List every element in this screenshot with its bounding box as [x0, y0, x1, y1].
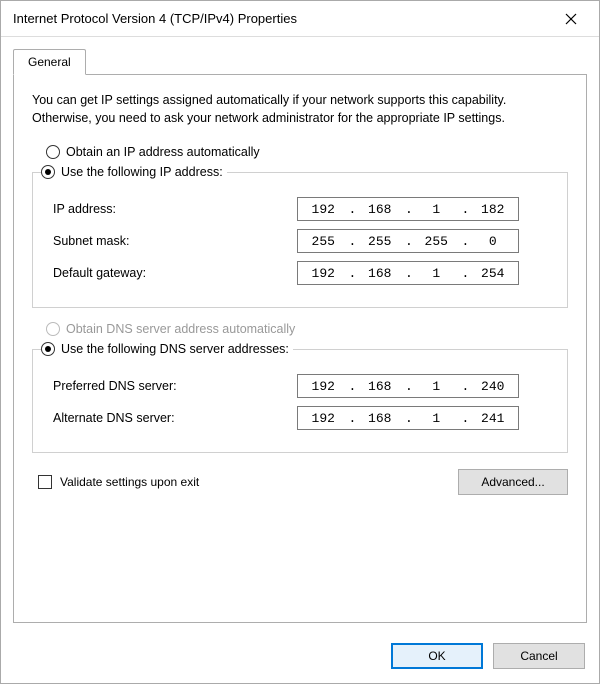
ip-octet[interactable]: 192: [298, 266, 349, 281]
label-dns-alternate: Alternate DNS server:: [47, 411, 297, 425]
radio-dns-auto: Obtain DNS server address automatically: [46, 322, 568, 336]
dns-group: Use the following DNS server addresses: …: [32, 342, 568, 453]
dialog-footer: OK Cancel: [1, 631, 599, 683]
field-subnet-mask: Subnet mask: 255. 255. 255. 0: [47, 229, 553, 253]
label-ip-address: IP address:: [47, 202, 297, 216]
radio-icon: [41, 165, 55, 179]
input-subnet-mask[interactable]: 255. 255. 255. 0: [297, 229, 519, 253]
ip-octet[interactable]: 254: [468, 266, 519, 281]
close-button[interactable]: [551, 1, 591, 36]
radio-icon: [41, 342, 55, 356]
radio-dns-manual[interactable]: Use the following DNS server addresses:: [41, 342, 293, 356]
radio-dns-auto-label: Obtain DNS server address automatically: [66, 322, 295, 336]
field-ip-address: IP address: 192. 168. 1. 182: [47, 197, 553, 221]
close-icon: [565, 13, 577, 25]
ip-octet[interactable]: 1: [411, 379, 462, 394]
ip-octet[interactable]: 255: [411, 234, 462, 249]
advanced-button[interactable]: Advanced...: [458, 469, 568, 495]
field-gateway: Default gateway: 192. 168. 1. 254: [47, 261, 553, 285]
checkbox-validate[interactable]: [38, 475, 52, 489]
ip-octet[interactable]: 1: [411, 411, 462, 426]
input-dns-preferred[interactable]: 192. 168. 1. 240: [297, 374, 519, 398]
ip-octet[interactable]: 1: [411, 202, 462, 217]
field-dns-preferred: Preferred DNS server: 192. 168. 1. 240: [47, 374, 553, 398]
radio-dns-manual-label: Use the following DNS server addresses:: [61, 342, 289, 356]
ip-octet[interactable]: 192: [298, 379, 349, 394]
ip-octet[interactable]: 168: [355, 379, 406, 394]
input-ip-address[interactable]: 192. 168. 1. 182: [297, 197, 519, 221]
ip-octet[interactable]: 255: [355, 234, 406, 249]
checkbox-validate-label: Validate settings upon exit: [60, 475, 199, 489]
ip-octet[interactable]: 168: [355, 202, 406, 217]
window-title: Internet Protocol Version 4 (TCP/IPv4) P…: [13, 11, 551, 26]
label-dns-preferred: Preferred DNS server:: [47, 379, 297, 393]
radio-ip-auto-label: Obtain an IP address automatically: [66, 145, 260, 159]
ip-octet[interactable]: 1: [411, 266, 462, 281]
tab-panel-general: You can get IP settings assigned automat…: [13, 74, 587, 623]
ip-octet[interactable]: 241: [468, 411, 519, 426]
ip-octet[interactable]: 168: [355, 411, 406, 426]
label-gateway: Default gateway:: [47, 266, 297, 280]
tab-general[interactable]: General: [13, 49, 86, 75]
ip-octet[interactable]: 255: [298, 234, 349, 249]
input-dns-alternate[interactable]: 192. 168. 1. 241: [297, 406, 519, 430]
cancel-button[interactable]: Cancel: [493, 643, 585, 669]
titlebar: Internet Protocol Version 4 (TCP/IPv4) P…: [1, 1, 599, 37]
description-text: You can get IP settings assigned automat…: [32, 91, 568, 127]
label-subnet-mask: Subnet mask:: [47, 234, 297, 248]
radio-icon: [46, 145, 60, 159]
ip-octet[interactable]: 192: [298, 411, 349, 426]
tabstrip: General: [13, 49, 587, 75]
radio-ip-auto[interactable]: Obtain an IP address automatically: [46, 145, 568, 159]
ip-octet[interactable]: 192: [298, 202, 349, 217]
content-area: General You can get IP settings assigned…: [1, 37, 599, 631]
ip-octet[interactable]: 0: [468, 234, 519, 249]
ip-group: Use the following IP address: IP address…: [32, 165, 568, 308]
ip-octet[interactable]: 240: [468, 379, 519, 394]
dialog-window: Internet Protocol Version 4 (TCP/IPv4) P…: [0, 0, 600, 684]
validate-row: Validate settings upon exit Advanced...: [32, 469, 568, 495]
radio-ip-manual[interactable]: Use the following IP address:: [41, 165, 227, 179]
radio-ip-manual-label: Use the following IP address:: [61, 165, 223, 179]
field-dns-alternate: Alternate DNS server: 192. 168. 1. 241: [47, 406, 553, 430]
radio-icon: [46, 322, 60, 336]
ip-octet[interactable]: 168: [355, 266, 406, 281]
ip-octet[interactable]: 182: [468, 202, 519, 217]
input-gateway[interactable]: 192. 168. 1. 254: [297, 261, 519, 285]
ok-button[interactable]: OK: [391, 643, 483, 669]
